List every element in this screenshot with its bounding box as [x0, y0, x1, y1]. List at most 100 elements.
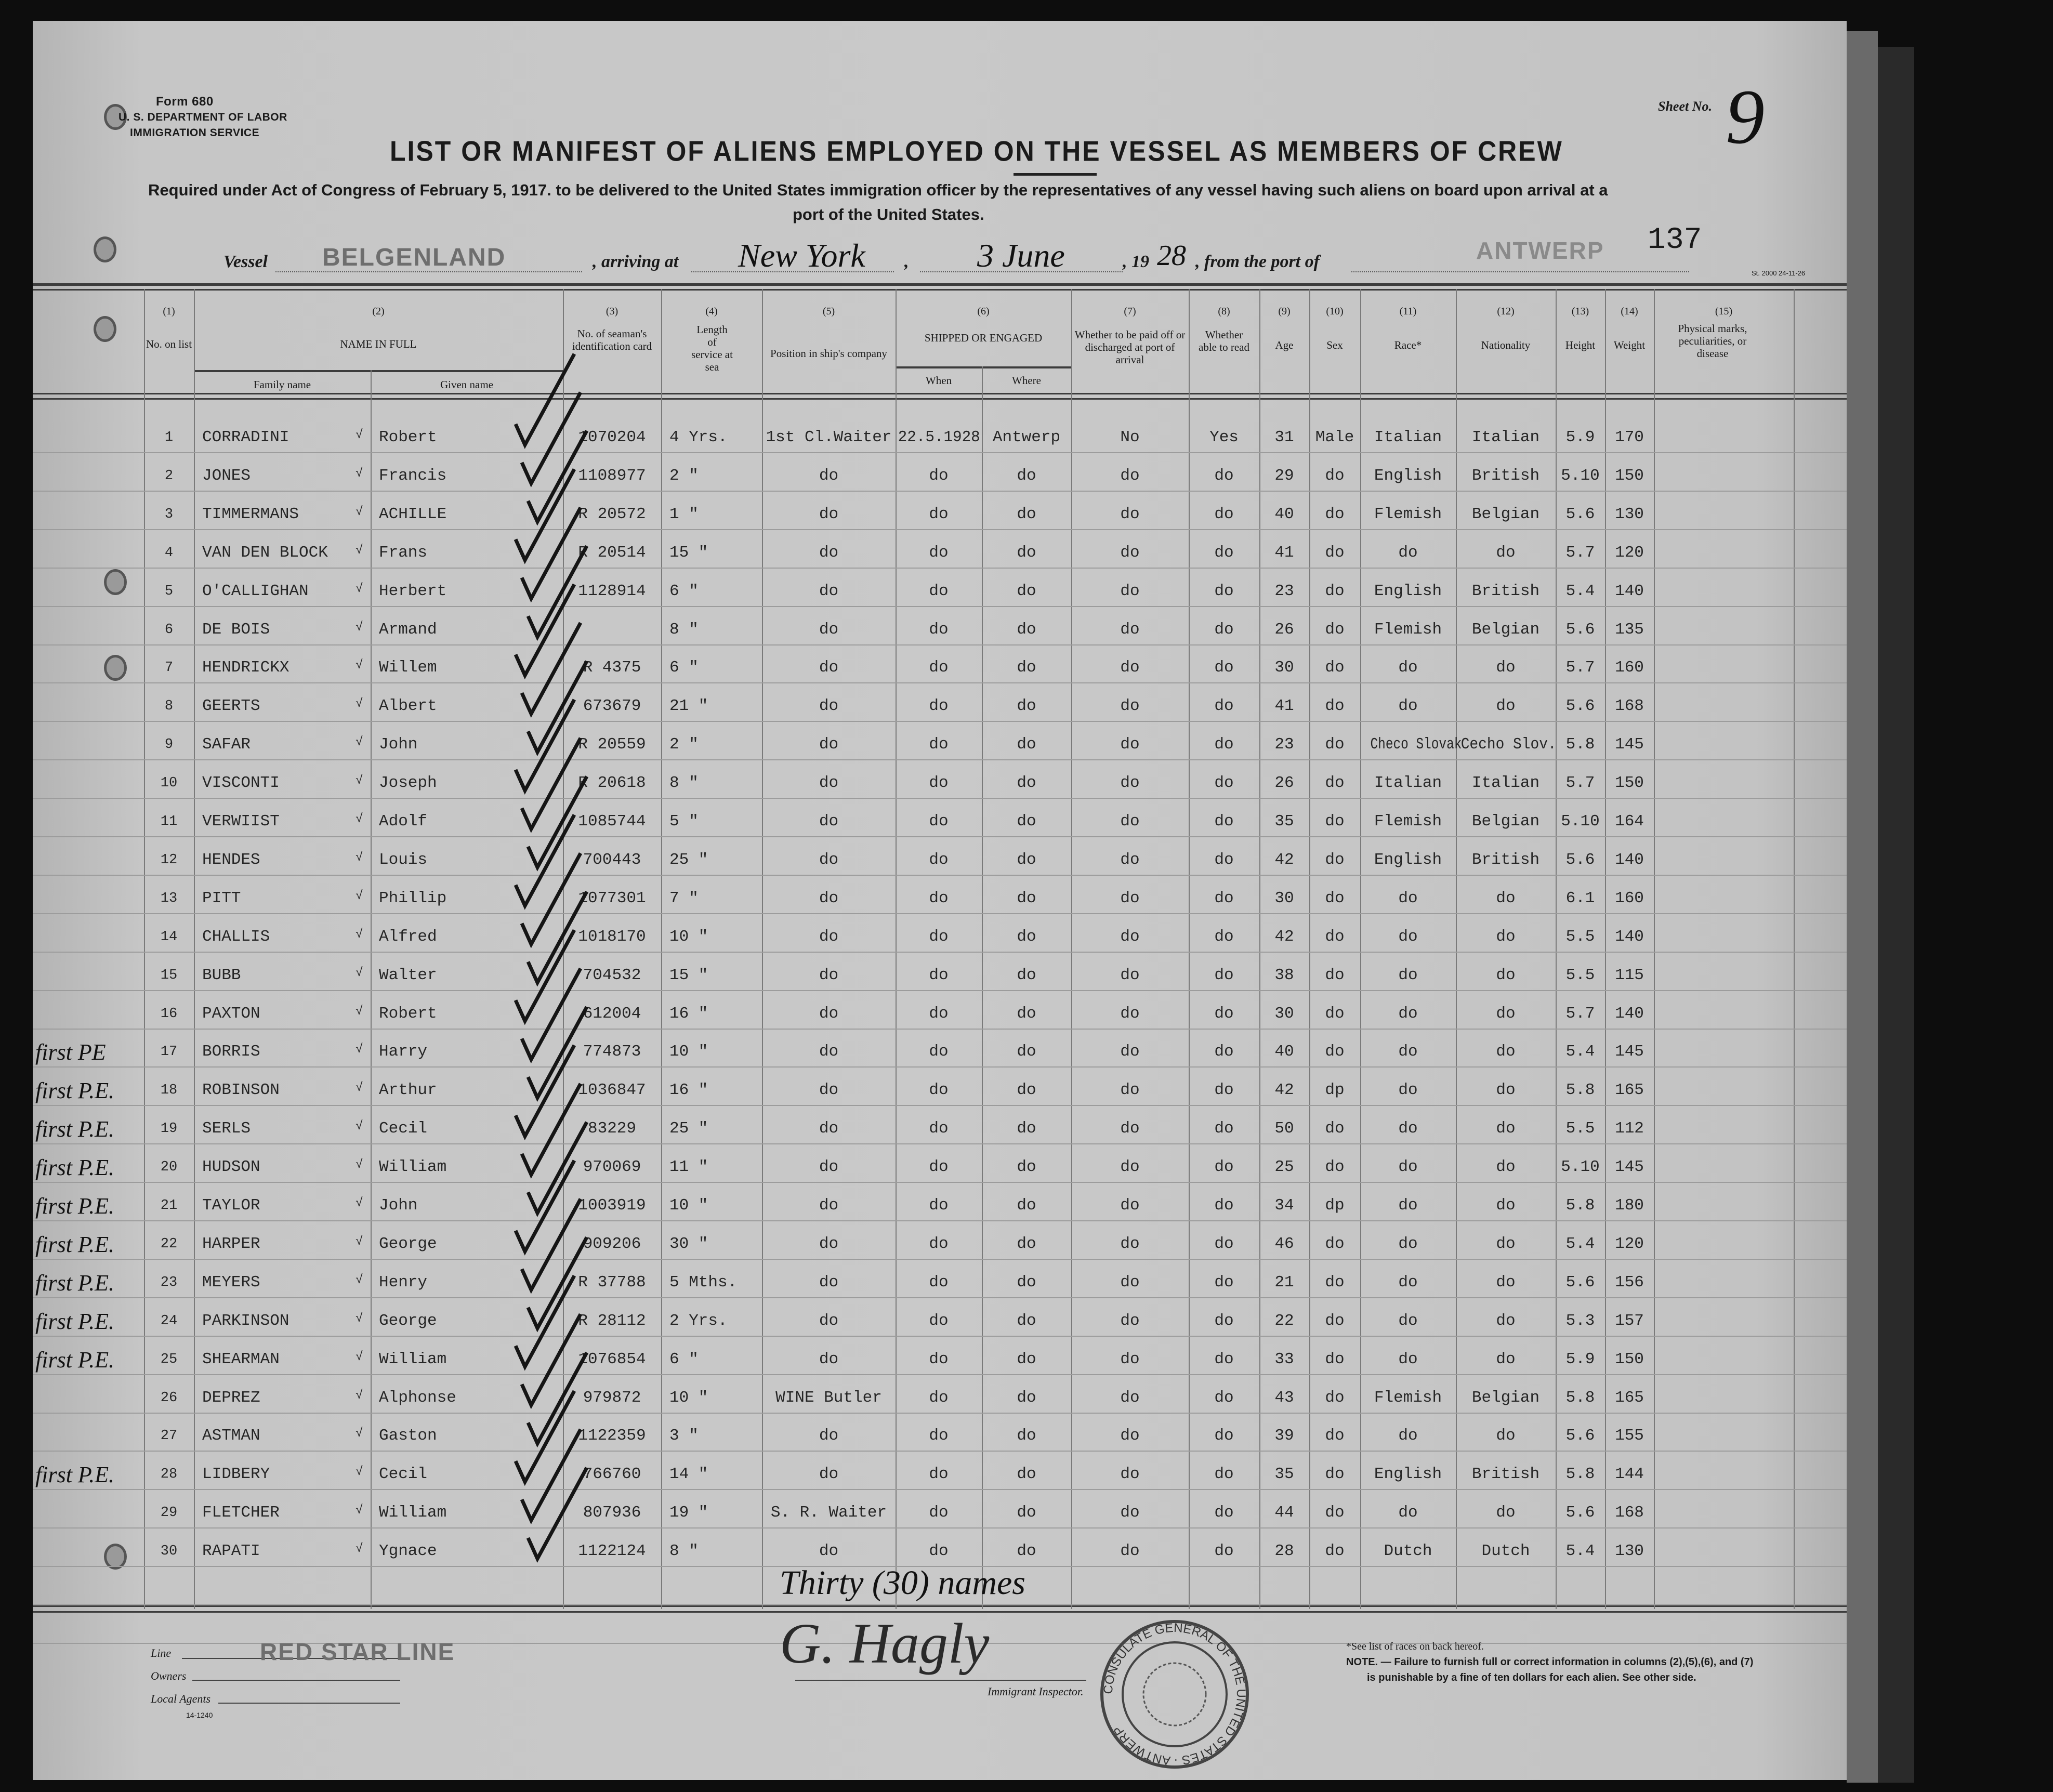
cell-nationality: Dutch [1481, 1542, 1530, 1561]
shipped-subheader-rule [896, 366, 1071, 368]
cell-age: 30 [1274, 658, 1294, 677]
cell-height: 5.3 [1565, 1311, 1595, 1330]
cell-paid-off: do [1120, 582, 1140, 600]
tick-mark-icon: √ [356, 1043, 363, 1057]
cell-no: 10 [160, 775, 178, 792]
cell-sex: do [1325, 1004, 1345, 1023]
cell-when: do [929, 966, 949, 984]
comma: , [904, 252, 909, 271]
cell-given: Francis [379, 466, 447, 485]
cell-race: do [1398, 927, 1418, 946]
cell-weight: 180 [1615, 1196, 1644, 1215]
cell-when: do [929, 658, 949, 677]
cell-family: SHEARMAN [202, 1350, 280, 1368]
cell-where: do [1017, 889, 1036, 907]
cell-position: do [819, 774, 839, 793]
cell-weight: 150 [1615, 1350, 1644, 1368]
cell-weight: 160 [1615, 658, 1644, 677]
row-rule [33, 529, 1847, 530]
cell-race: do [1398, 1119, 1418, 1138]
cell-race: do [1398, 1311, 1418, 1330]
cell-race: English [1374, 582, 1442, 600]
tick-mark-icon: √ [356, 697, 363, 711]
cell-race: do [1398, 1158, 1418, 1177]
cell-sex: Male [1315, 428, 1354, 446]
cell-race: do [1398, 1004, 1418, 1023]
cell-age: 23 [1274, 735, 1294, 754]
cell-sex: do [1325, 1234, 1345, 1253]
cell-nationality: do [1496, 543, 1516, 562]
cell-height: 5.8 [1565, 1465, 1595, 1484]
penalty-note-2: is punishable by a fine of ten dollars f… [1367, 1672, 1696, 1683]
cell-height: 5.6 [1565, 1273, 1595, 1292]
cell-family: MEYERS [202, 1273, 260, 1292]
cell-position: do [819, 1427, 839, 1445]
cell-position: do [819, 1234, 839, 1253]
tick-mark-icon: √ [356, 1542, 363, 1557]
cell-nationality: do [1496, 1043, 1516, 1061]
row-rule [33, 913, 1847, 914]
cell-weight: 140 [1615, 1004, 1644, 1023]
arriving-label: , arriving at [593, 252, 679, 271]
row-rule [33, 1489, 1847, 1491]
cell-race: English [1374, 850, 1442, 869]
cell-where: do [1017, 620, 1036, 639]
cell-where: do [1017, 505, 1036, 523]
cell-paid-off: do [1120, 1542, 1140, 1561]
cell-race: do [1398, 1350, 1418, 1368]
cell-height: 5.6 [1565, 850, 1595, 869]
cell-card: 970069 [583, 1158, 641, 1177]
column-divider [194, 289, 195, 1609]
cell-family: HENDES [202, 850, 260, 869]
cell-weight: 112 [1615, 1119, 1644, 1138]
col2-number: (2) [372, 306, 385, 317]
cell-read: do [1214, 774, 1234, 793]
checkmark-icon [514, 1390, 576, 1486]
cell-no: 1 [164, 430, 174, 445]
cell-no: 4 [164, 545, 174, 561]
cell-read: do [1214, 582, 1234, 600]
cell-no: 30 [160, 1544, 178, 1560]
row-rule [33, 452, 1847, 453]
cell-weight: 140 [1615, 582, 1644, 600]
row-rule [33, 1028, 1847, 1030]
checkmark-icon [520, 1083, 583, 1179]
cell-nationality: do [1496, 1234, 1516, 1253]
cell-read: do [1214, 658, 1234, 677]
cell-height: 5.4 [1565, 1542, 1595, 1561]
cell-position: WINE Butler [775, 1388, 882, 1407]
races-note: *See list of races on back hereof. [1346, 1641, 1484, 1652]
cell-when: do [929, 1504, 949, 1522]
cell-length: 30 " [669, 1234, 708, 1253]
cell-read: do [1214, 966, 1234, 984]
cell-given: George [379, 1234, 437, 1253]
row-rule [33, 1451, 1847, 1452]
column-divider [1259, 289, 1260, 1609]
cell-sex: do [1325, 889, 1345, 907]
cell-weight: 145 [1615, 1158, 1644, 1177]
cell-when: do [929, 850, 949, 869]
cell-nationality: do [1496, 1119, 1516, 1138]
cell-sex: do [1325, 1504, 1345, 1522]
department-name: U. S. DEPARTMENT OF LABOR [119, 111, 287, 123]
cell-height: 5.9 [1565, 1350, 1595, 1368]
cell-no: 17 [160, 1044, 178, 1060]
cell-given: Ygnace [379, 1542, 437, 1561]
cell-weight: 170 [1615, 428, 1644, 446]
cell-given: William [379, 1158, 447, 1177]
cell-when: do [929, 1004, 949, 1023]
cell-position: do [819, 889, 839, 907]
tick-mark-icon: √ [356, 1196, 363, 1210]
cell-length: 19 " [669, 1504, 708, 1522]
cell-paid-off: do [1120, 1196, 1140, 1215]
cell-no: 29 [160, 1505, 178, 1521]
cell-given: Alfred [379, 927, 437, 946]
row-rule [33, 798, 1847, 799]
cell-nationality: do [1496, 889, 1516, 907]
cell-position: 1st Cl.Waiter [766, 428, 892, 446]
cell-sex: do [1325, 927, 1345, 946]
date-field-line [920, 271, 1123, 272]
cell-length: 3 " [669, 1427, 699, 1445]
line-field [182, 1658, 400, 1659]
cell-age: 46 [1274, 1234, 1294, 1253]
